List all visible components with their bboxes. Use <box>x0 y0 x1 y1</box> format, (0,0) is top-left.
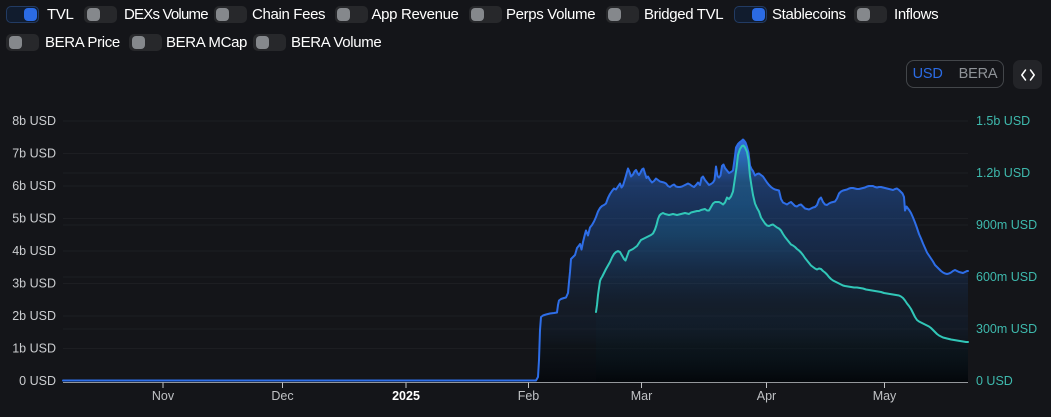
svg-text:0 USD: 0 USD <box>976 374 1013 388</box>
svg-text:6b USD: 6b USD <box>12 179 56 193</box>
svg-text:May: May <box>873 389 897 403</box>
svg-text:3b USD: 3b USD <box>12 277 56 291</box>
svg-text:4b USD: 4b USD <box>12 244 56 258</box>
svg-text:Apr: Apr <box>757 389 776 403</box>
svg-text:1b USD: 1b USD <box>12 342 56 356</box>
svg-text:900m USD: 900m USD <box>976 218 1037 232</box>
svg-text:Feb: Feb <box>518 389 540 403</box>
svg-text:2b USD: 2b USD <box>12 309 56 323</box>
svg-text:5b USD: 5b USD <box>12 212 56 226</box>
svg-text:Dec: Dec <box>271 389 293 403</box>
svg-text:Mar: Mar <box>631 389 653 403</box>
svg-text:0 USD: 0 USD <box>19 374 56 388</box>
svg-text:1.2b USD: 1.2b USD <box>976 166 1030 180</box>
svg-text:8b USD: 8b USD <box>12 114 56 128</box>
svg-text:Nov: Nov <box>152 389 175 403</box>
svg-text:300m USD: 300m USD <box>976 322 1037 336</box>
svg-text:2025: 2025 <box>392 389 420 403</box>
svg-text:1.5b USD: 1.5b USD <box>976 114 1030 128</box>
svg-text:7b USD: 7b USD <box>12 147 56 161</box>
svg-text:600m USD: 600m USD <box>976 270 1037 284</box>
